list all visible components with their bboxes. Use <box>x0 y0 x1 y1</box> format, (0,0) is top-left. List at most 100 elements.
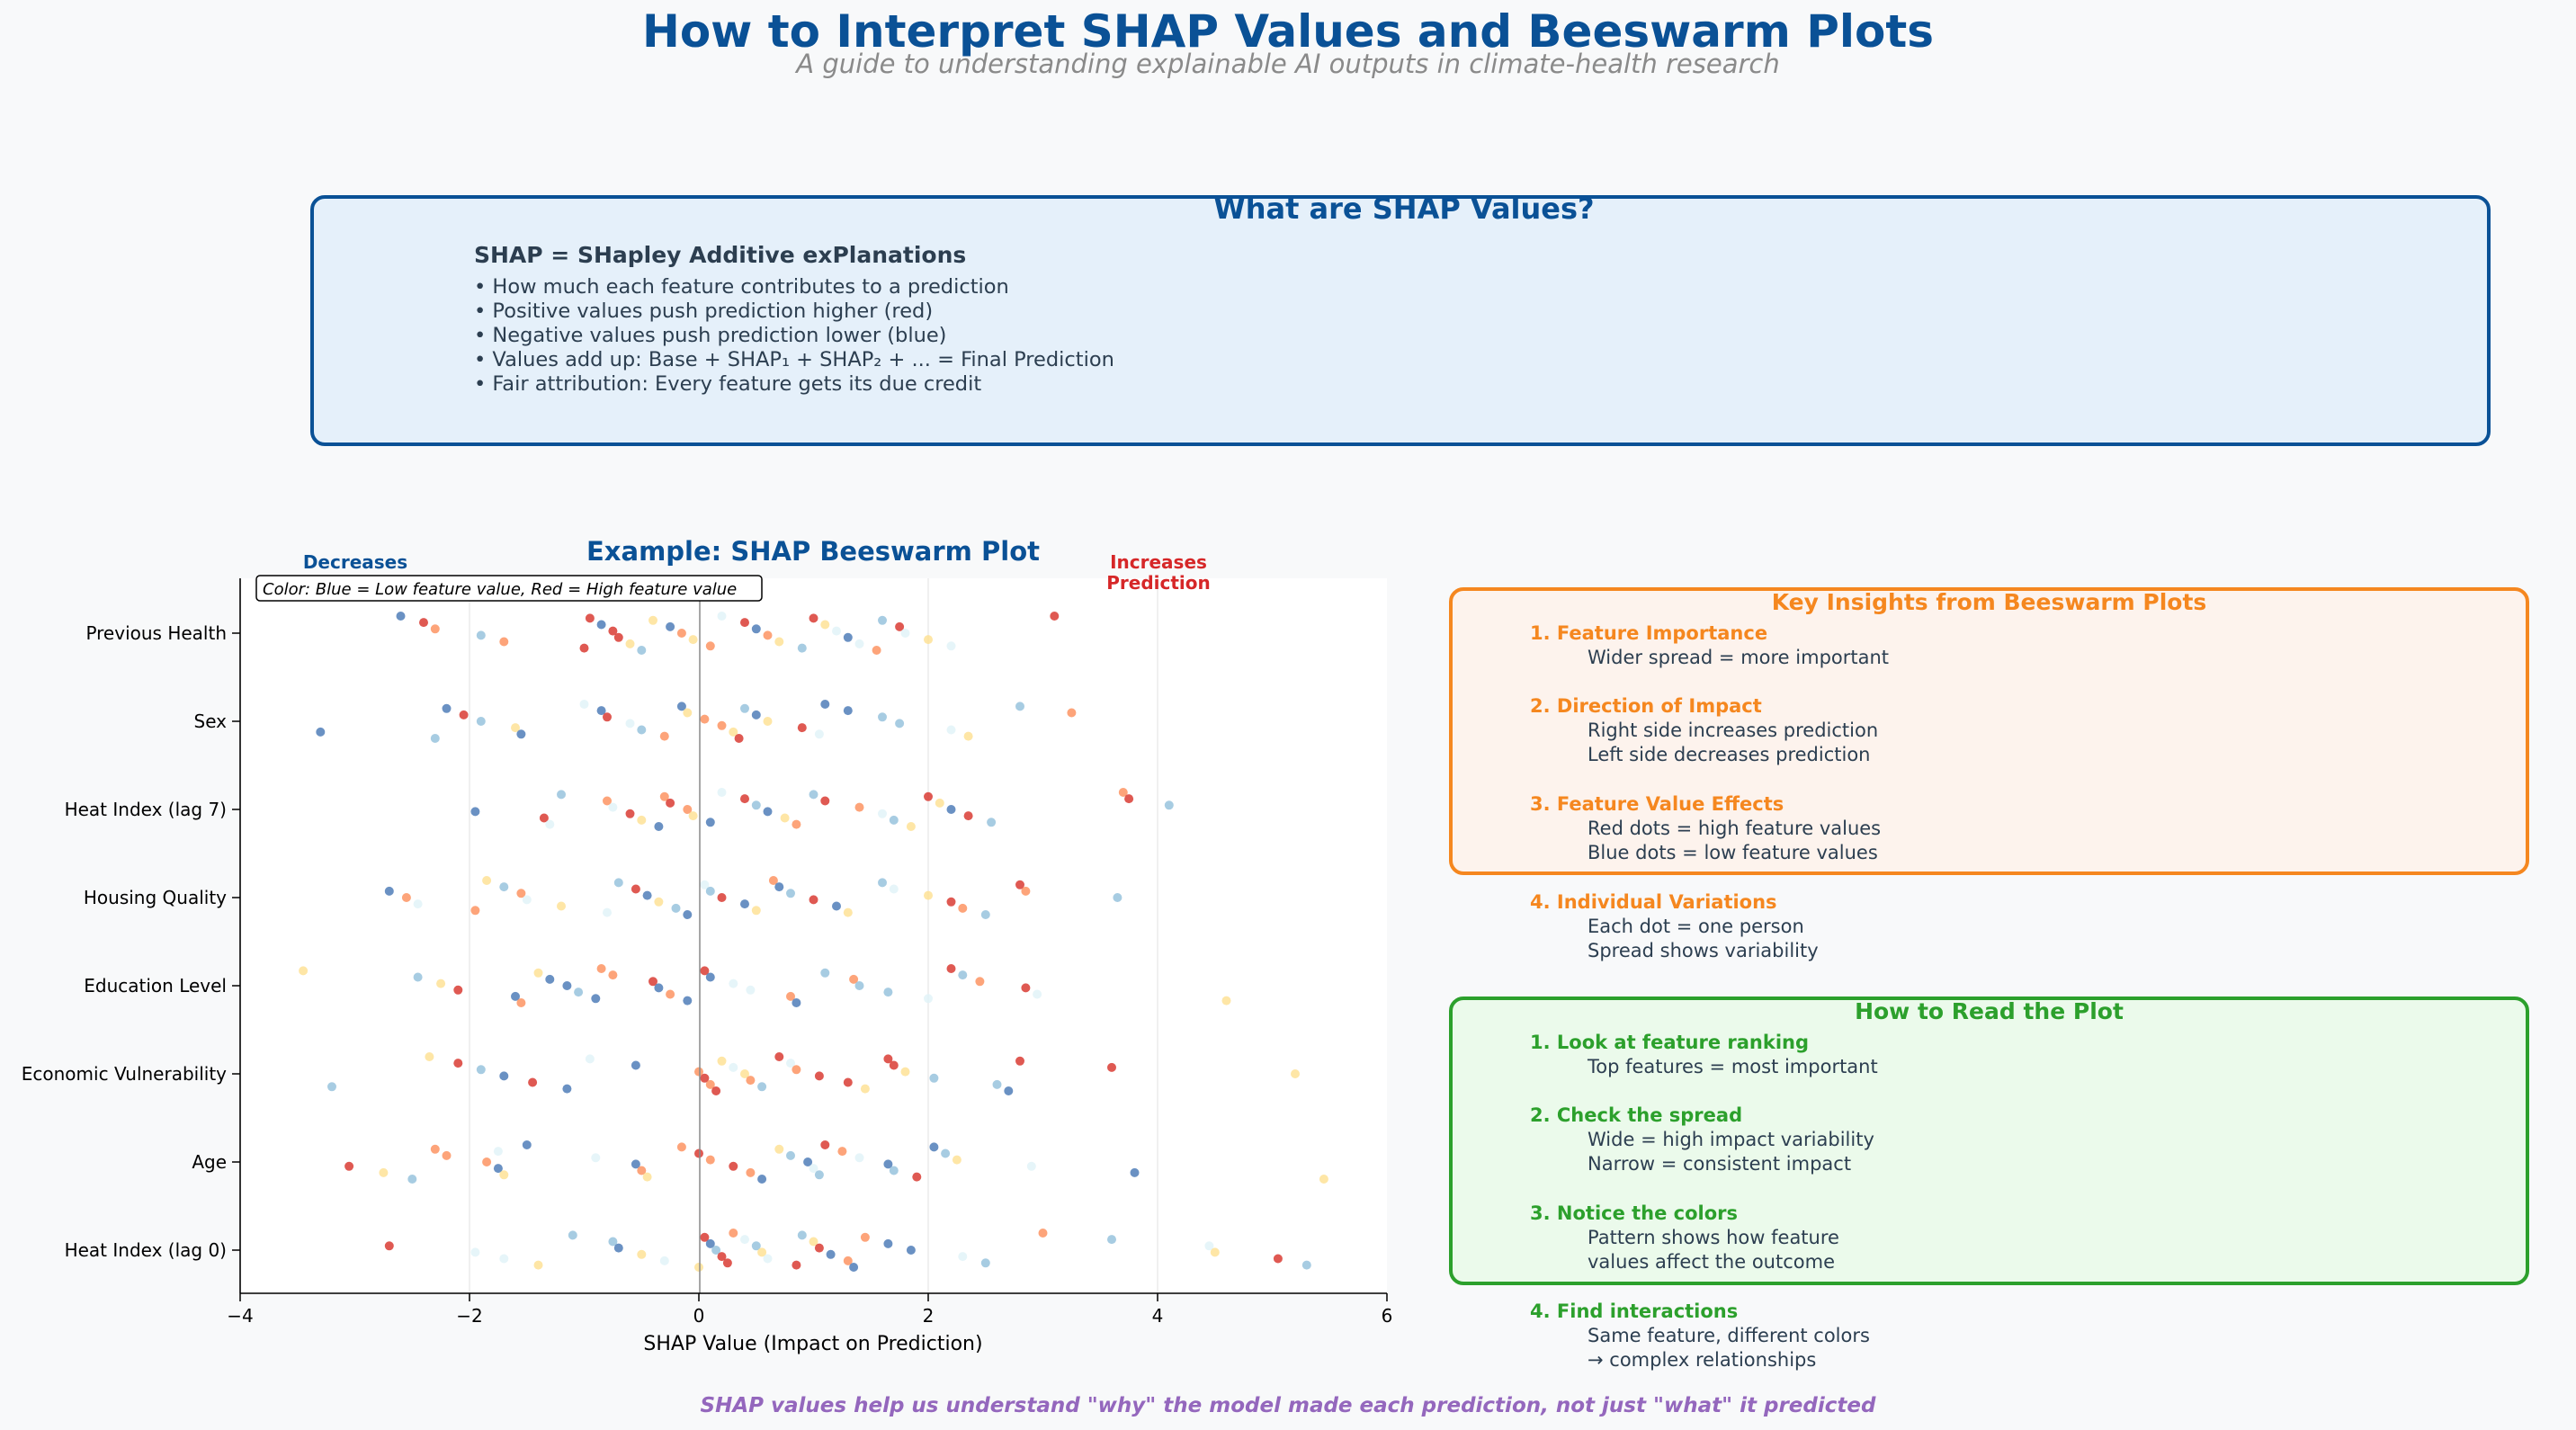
swarm-point <box>797 1230 807 1240</box>
swarm-point <box>963 731 973 741</box>
swarm-point <box>1107 1235 1116 1245</box>
swarm-point <box>671 903 681 913</box>
swarm-point <box>843 1077 853 1087</box>
swarm-point <box>1164 800 1174 810</box>
swarm-point <box>1130 1167 1140 1177</box>
swarm-point <box>883 988 893 997</box>
swarm-point <box>1004 1086 1014 1095</box>
swarm-point <box>700 1232 710 1242</box>
swarm-point <box>740 899 749 909</box>
swarm-point <box>1038 1229 1048 1238</box>
x-tick-label: −2 <box>456 1305 482 1327</box>
swarm-point <box>786 889 795 898</box>
insight-line: Blue dots = low feature values <box>1588 842 1878 863</box>
swarm-point <box>751 624 761 634</box>
swarm-point <box>1026 1161 1036 1171</box>
swarm-point <box>700 880 710 889</box>
swarm-point <box>648 615 657 625</box>
swarm-point <box>763 1254 773 1264</box>
read-line: values affect the outcome <box>1588 1251 1835 1273</box>
swarm-point <box>413 972 423 982</box>
page-subtitle: A guide to understanding explainable AI … <box>796 49 1780 79</box>
how-to-read-title: How to Read the Plot <box>1855 998 2124 1024</box>
swarm-point <box>814 729 824 739</box>
read-heading: 2. Check the spread <box>1530 1104 1743 1126</box>
swarm-point <box>539 813 549 823</box>
swarm-point <box>579 643 589 653</box>
swarm-point <box>958 903 968 913</box>
swarm-point <box>654 983 664 993</box>
swarm-point <box>562 981 572 990</box>
swarm-point <box>1221 996 1231 1005</box>
swarm-point <box>1015 1056 1024 1066</box>
shap-box-heading: SHAP = SHapley Additive exPlanations <box>474 242 967 268</box>
swarm-point <box>625 809 635 818</box>
swarm-point <box>820 700 830 709</box>
swarm-point <box>545 974 555 984</box>
x-tick-label: −4 <box>227 1305 253 1327</box>
swarm-point <box>717 788 727 797</box>
swarm-point <box>809 790 818 800</box>
swarm-point <box>924 890 933 900</box>
swarm-point <box>729 1062 738 1072</box>
annotation-prediction: Prediction <box>1106 572 1211 594</box>
swarm-point <box>299 966 309 976</box>
swarm-point <box>511 723 520 733</box>
swarm-point <box>499 637 509 647</box>
shap-bullet: • How much each feature contributes to a… <box>474 275 1009 299</box>
swarm-point <box>557 901 566 911</box>
swarm-point <box>797 643 807 653</box>
y-tick-label: Sex <box>194 711 228 732</box>
swarm-point <box>792 998 801 1007</box>
swarm-point <box>574 988 584 997</box>
y-tick-label: Economic Vulnerability <box>22 1063 227 1085</box>
swarm-point <box>786 1059 795 1068</box>
swarm-point <box>740 703 749 713</box>
swarm-point <box>774 637 784 647</box>
swarm-point <box>1021 886 1031 896</box>
insight-line: Right side increases prediction <box>1588 719 1879 741</box>
swarm-point <box>717 1252 727 1262</box>
plot-area <box>240 578 1387 1293</box>
swarm-point <box>980 910 990 919</box>
swarm-point <box>705 1079 715 1089</box>
swarm-point <box>854 981 864 990</box>
swarm-point <box>1124 794 1134 804</box>
swarm-point <box>683 910 693 919</box>
swarm-point <box>499 1071 509 1081</box>
swarm-point <box>568 1230 577 1240</box>
x-tick-label: 4 <box>1152 1305 1164 1327</box>
swarm-point <box>522 1140 532 1149</box>
swarm-point <box>860 1232 870 1242</box>
swarm-point <box>980 1258 990 1268</box>
swarm-point <box>751 800 761 810</box>
swarm-point <box>889 884 899 894</box>
swarm-point <box>929 1073 939 1083</box>
swarm-point <box>889 1166 899 1175</box>
swarm-point <box>413 899 423 909</box>
swarm-point <box>843 632 853 642</box>
swarm-point <box>900 629 910 638</box>
swarm-point <box>1021 983 1031 993</box>
swarm-point <box>849 974 859 984</box>
swarm-point <box>740 1069 749 1078</box>
swarm-point <box>637 1249 647 1259</box>
swarm-point <box>683 996 693 1005</box>
read-line: Same feature, different colors <box>1588 1325 1870 1346</box>
swarm-point <box>379 1167 389 1177</box>
swarm-point <box>631 884 640 894</box>
y-tick-label: Age <box>192 1151 227 1173</box>
swarm-point <box>659 1256 669 1265</box>
swarm-point <box>935 798 944 808</box>
swarm-point <box>425 1052 434 1061</box>
swarm-point <box>522 895 532 905</box>
swarm-point <box>757 1175 767 1184</box>
swarm-point <box>1118 788 1128 797</box>
swarm-point <box>476 1065 486 1075</box>
swarm-point <box>493 1164 503 1174</box>
swarm-point <box>516 998 526 1007</box>
swarm-point <box>843 706 853 716</box>
swarm-point <box>482 1157 492 1166</box>
swarm-point <box>878 878 887 888</box>
insight-heading: 4. Individual Variations <box>1530 891 1777 913</box>
